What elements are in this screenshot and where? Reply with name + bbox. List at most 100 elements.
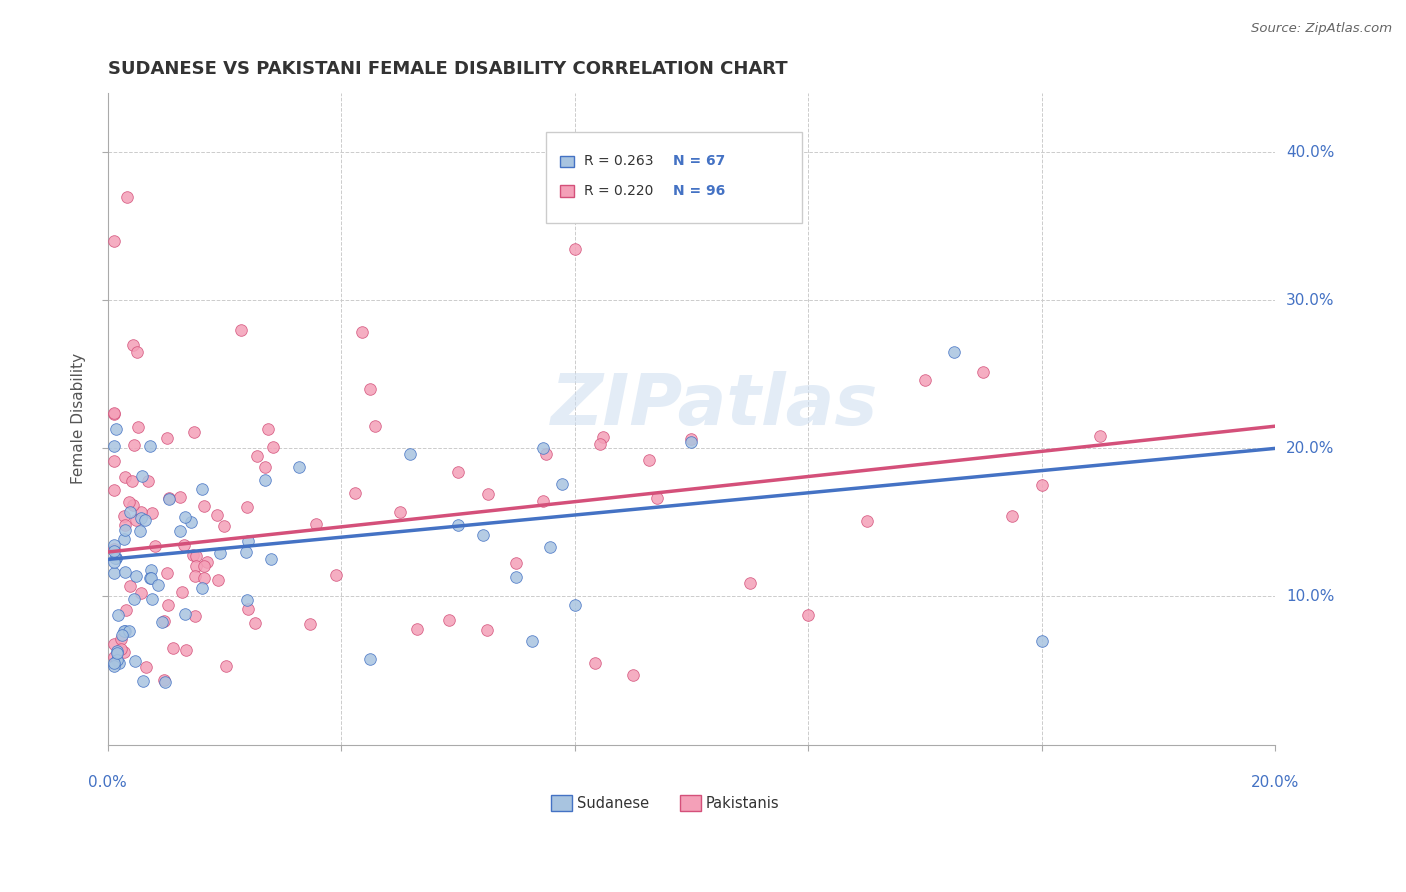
Point xyxy=(256,422,278,436)
Point xyxy=(125,513,148,527)
Point xyxy=(141,591,163,606)
Point xyxy=(621,667,644,681)
Point xyxy=(505,570,527,584)
Text: 20.0%: 20.0% xyxy=(1251,775,1299,790)
Point xyxy=(205,508,228,522)
Point xyxy=(564,242,586,256)
Point xyxy=(350,325,373,339)
Point xyxy=(110,632,132,646)
Text: N = 96: N = 96 xyxy=(673,184,725,198)
Point xyxy=(117,189,139,203)
Point xyxy=(108,656,131,670)
Point xyxy=(253,459,276,474)
Point xyxy=(104,551,127,566)
Point xyxy=(139,563,162,577)
Point xyxy=(184,569,207,583)
Point xyxy=(156,431,179,445)
Text: 30.0%: 30.0% xyxy=(1286,293,1334,308)
Point xyxy=(359,382,381,396)
Point xyxy=(589,437,612,451)
Point xyxy=(157,491,180,505)
Point xyxy=(103,439,125,453)
Bar xyxy=(560,155,574,168)
Point xyxy=(105,653,128,667)
Point xyxy=(447,465,470,479)
Point xyxy=(103,637,125,651)
Point xyxy=(103,483,125,497)
Point xyxy=(112,532,135,546)
Point xyxy=(260,552,283,566)
Point xyxy=(122,337,145,351)
Point xyxy=(118,505,141,519)
Point xyxy=(135,660,157,674)
Point xyxy=(1031,478,1053,492)
Point xyxy=(972,366,994,380)
Point xyxy=(214,659,236,673)
Text: R = 0.220: R = 0.220 xyxy=(583,184,652,198)
Point xyxy=(103,566,125,580)
Point xyxy=(156,566,179,581)
Point xyxy=(183,425,205,440)
Point xyxy=(105,644,128,658)
Point xyxy=(134,513,156,527)
Point xyxy=(103,544,125,558)
Point xyxy=(121,474,143,488)
Point xyxy=(245,449,267,463)
Point xyxy=(364,419,387,434)
Point xyxy=(155,675,177,690)
Point xyxy=(184,609,207,624)
Point xyxy=(1031,634,1053,648)
Text: Sudanese: Sudanese xyxy=(576,796,650,811)
Point xyxy=(943,345,966,359)
Bar xyxy=(679,796,700,811)
Point xyxy=(114,523,136,537)
Point xyxy=(103,538,125,552)
Point xyxy=(305,516,328,531)
Point xyxy=(505,556,527,570)
Point xyxy=(914,373,936,387)
Bar xyxy=(551,796,572,811)
Point xyxy=(583,656,606,670)
Point xyxy=(136,474,159,488)
Point xyxy=(208,546,231,560)
Point xyxy=(191,582,214,596)
Point xyxy=(103,454,125,468)
Point xyxy=(471,528,494,542)
Text: 10.0%: 10.0% xyxy=(1286,589,1334,604)
Point xyxy=(797,607,820,622)
Point xyxy=(475,623,498,637)
Point xyxy=(103,656,125,670)
Point xyxy=(138,571,160,585)
Point xyxy=(173,510,195,524)
Point xyxy=(105,647,128,661)
Point xyxy=(190,482,212,496)
Point xyxy=(254,473,277,487)
Point xyxy=(120,579,142,593)
Point xyxy=(145,539,167,553)
Point xyxy=(104,551,127,566)
Point xyxy=(131,511,153,525)
Point xyxy=(114,517,136,532)
Point xyxy=(141,571,163,585)
Point xyxy=(103,659,125,673)
Point xyxy=(193,499,215,513)
Point xyxy=(125,569,148,583)
Point xyxy=(197,556,219,570)
Point xyxy=(439,613,461,627)
Text: 20.0%: 20.0% xyxy=(1286,441,1334,456)
Point xyxy=(288,460,311,475)
Point xyxy=(406,622,429,636)
Point xyxy=(104,551,127,566)
Point xyxy=(235,544,257,558)
Point xyxy=(325,567,347,582)
Point xyxy=(152,615,174,629)
Point xyxy=(103,407,125,421)
Point xyxy=(262,440,284,454)
Bar xyxy=(560,185,574,196)
Point xyxy=(538,541,561,555)
Text: N = 67: N = 67 xyxy=(673,154,725,169)
Point xyxy=(169,524,191,539)
Point xyxy=(235,592,257,607)
Point xyxy=(531,494,554,508)
Point xyxy=(399,447,422,461)
